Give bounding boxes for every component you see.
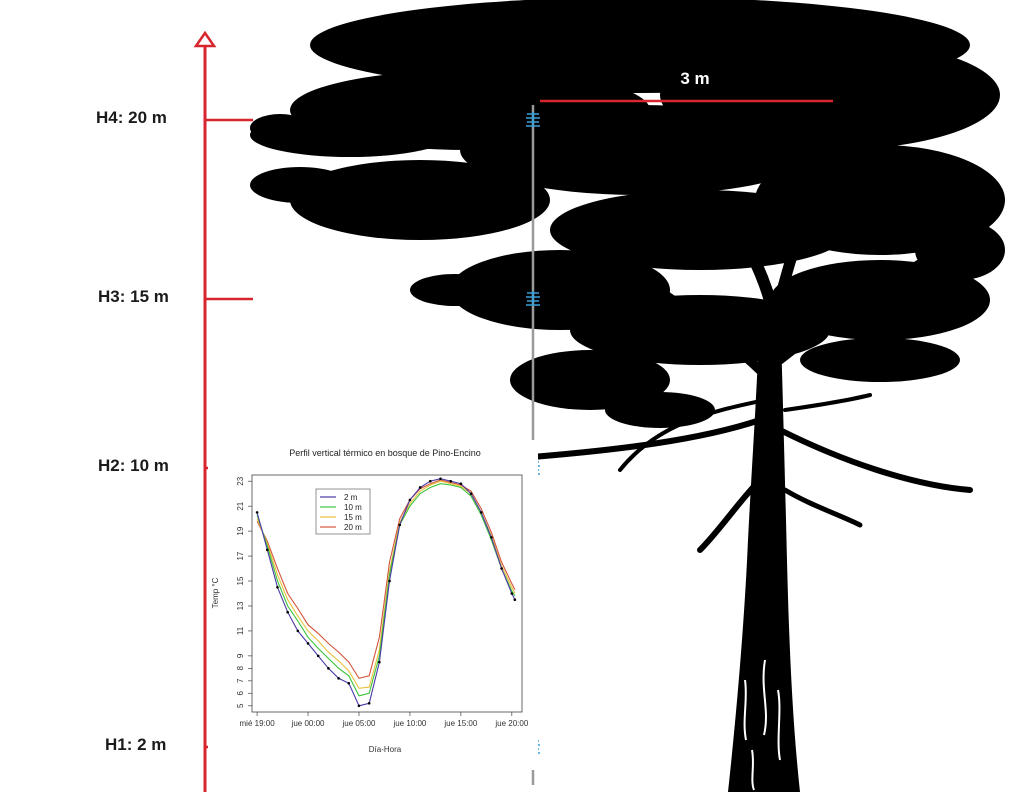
data-point (327, 667, 330, 670)
x-tick-label: jue 10:00 (392, 719, 426, 728)
x-tick-label: mié 19:00 (240, 719, 276, 728)
y-axis-label: Temp °C (211, 577, 220, 608)
legend-label-2m: 2 m (344, 493, 358, 502)
data-point (255, 511, 259, 514)
chart-panel-background (208, 440, 538, 770)
data-point (479, 511, 483, 514)
tree-trunk (728, 300, 800, 792)
observation-dots (255, 477, 517, 708)
legend-label-20m: 20 m (344, 523, 362, 532)
data-point (306, 642, 310, 645)
data-point (337, 677, 340, 680)
data-point (408, 498, 412, 502)
data-point (459, 482, 463, 486)
data-point (429, 479, 432, 483)
data-point (347, 682, 351, 685)
legend-label-15m: 15 m (344, 513, 362, 522)
series-line-20m (256, 479, 516, 679)
data-point (449, 479, 452, 483)
y-tick-label: 8 (236, 666, 245, 671)
data-point (286, 610, 289, 614)
data-point (388, 579, 391, 583)
data-point (490, 536, 493, 539)
plot-area-frame (251, 474, 523, 713)
data-point (378, 660, 381, 664)
height-label-h1: H1: 2 m (105, 735, 167, 754)
x-tick-label: jue 20:00 (494, 719, 528, 728)
y-tick-label: 5 (236, 703, 245, 708)
height-label-h3: H3: 15 m (98, 287, 169, 306)
sensor-icon (526, 112, 540, 127)
y-tick-label: 11 (236, 626, 245, 635)
tree-branches (517, 47, 973, 553)
data-point (398, 523, 402, 527)
y-tick-label: 23 (236, 476, 245, 485)
tree-silhouette (250, 0, 1005, 792)
y-tick-label: 9 (236, 653, 245, 658)
temperature-chart: Perfil vertical térmico en bosque de Pin… (208, 440, 538, 770)
data-point (316, 654, 320, 658)
data-point (265, 548, 269, 552)
tree-canopy (250, 0, 1005, 428)
x-tick-label: jue 05:00 (342, 719, 376, 728)
y-tick-label: 19 (236, 526, 245, 535)
arrow-up-icon (193, 30, 217, 48)
canopy-width-label: 3 m (680, 69, 709, 88)
y-tick-label: 7 (236, 678, 245, 683)
data-point (513, 598, 517, 602)
data-point (439, 477, 442, 481)
y-axis-ticks: 5 6 7 8 9 11 13 15 17 19 21 23 (236, 476, 252, 708)
data-point (469, 492, 473, 496)
data-point (296, 629, 300, 633)
bark-marks (743, 659, 781, 791)
height-label-h4: H4: 20 m (96, 108, 167, 127)
y-tick-label: 15 (236, 576, 245, 585)
legend-label-10m: 10 m (344, 503, 362, 512)
x-tick-label: jue 00:00 (291, 719, 325, 728)
series-line-10m (256, 483, 516, 697)
data-point (357, 704, 361, 708)
data-point (276, 585, 279, 589)
chart-legend: 2 m 10 m 15 m 20 m (315, 488, 371, 535)
y-tick-label: 21 (236, 501, 245, 510)
data-point (500, 567, 503, 570)
data-point (510, 592, 514, 595)
data-point (418, 486, 422, 489)
x-tick-label: jue 15:00 (443, 719, 477, 728)
height-label-h2: H2: 10 m (98, 456, 169, 475)
y-tick-label: 13 (236, 601, 245, 610)
y-tick-label: 17 (236, 551, 245, 560)
chart-title: Perfil vertical térmico en bosque de Pin… (289, 448, 481, 458)
y-tick-label: 6 (236, 691, 245, 696)
data-point (367, 701, 371, 705)
x-axis-label: Día-Hora (369, 745, 402, 754)
sensor-icon (526, 291, 540, 306)
x-axis-ticks: mié 19:00 jue 00:00 jue 05:00 jue 10:00 jue … (240, 712, 529, 728)
